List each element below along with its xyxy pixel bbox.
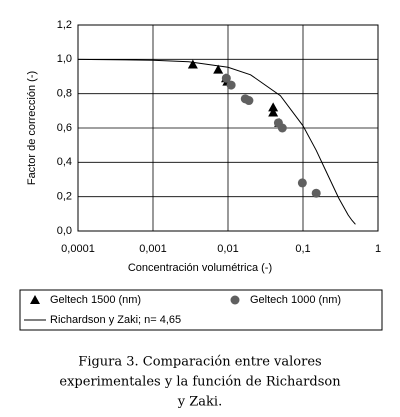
data-point bbox=[268, 107, 279, 117]
data-point bbox=[268, 102, 279, 112]
x-axis-label: Concentración volumétrica (-) bbox=[128, 262, 272, 274]
data-point bbox=[244, 96, 254, 106]
y-tick-label: 0,4 bbox=[57, 156, 72, 168]
legend-label: Geltech 1000 (nm) bbox=[250, 294, 341, 306]
data-point bbox=[221, 73, 231, 83]
x-tick-label: 0,0001 bbox=[61, 243, 95, 255]
y-tick-label: 0,0 bbox=[57, 225, 72, 237]
caption: y Zaki. bbox=[177, 395, 222, 410]
curve bbox=[77, 58, 356, 225]
y-tick-label: 1,2 bbox=[57, 19, 72, 31]
caption: Figura 3. Comparación entre valores bbox=[78, 355, 321, 370]
y-axis-label: Factor de corrección (-) bbox=[26, 71, 38, 185]
y-tick-label: 0,8 bbox=[57, 88, 72, 100]
legend-swatch bbox=[30, 295, 40, 304]
data-point bbox=[187, 59, 198, 69]
data-point bbox=[213, 64, 224, 74]
data-point bbox=[226, 80, 236, 90]
x-tick-label: 1 bbox=[375, 243, 381, 255]
data-point bbox=[297, 178, 307, 188]
data-point bbox=[311, 188, 321, 198]
y-tick-label: 0,2 bbox=[57, 191, 72, 203]
x-tick-label: 0,1 bbox=[295, 243, 310, 255]
legend-box bbox=[19, 289, 383, 331]
plot-frame bbox=[77, 24, 379, 232]
data-point bbox=[277, 123, 287, 133]
y-tick-label: 1,0 bbox=[57, 53, 72, 65]
legend-label: Richardson y Zaki; n= 4,65 bbox=[50, 314, 181, 326]
legend-swatch bbox=[230, 295, 240, 305]
x-tick-label: 0,01 bbox=[217, 243, 238, 255]
legend-label: Geltech 1500 (nm) bbox=[50, 294, 141, 306]
x-tick-label: 0,001 bbox=[139, 243, 167, 255]
y-tick-label: 0,6 bbox=[57, 122, 72, 134]
caption: experimentales y la función de Richardso… bbox=[59, 375, 341, 390]
